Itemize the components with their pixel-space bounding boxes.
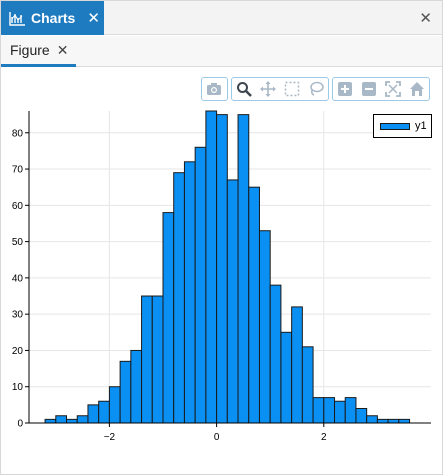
- modebar-group-view: [332, 77, 430, 101]
- histogram-bar: [398, 418, 411, 424]
- y-tick-label: 20: [12, 346, 24, 357]
- histogram-bar: [205, 110, 218, 424]
- x-tick-label: −2: [104, 432, 116, 443]
- histogram-bar: [237, 114, 250, 424]
- chart-icon: [9, 11, 25, 26]
- histogram-bar: [226, 179, 239, 424]
- histogram-bar: [269, 284, 282, 424]
- histogram-bar: [344, 397, 357, 424]
- y-tick-label: 10: [12, 382, 24, 393]
- tab-charts-close-icon[interactable]: ✕: [87, 9, 100, 27]
- pan-icon[interactable]: [256, 78, 280, 100]
- histogram-bar: [44, 418, 57, 424]
- histogram-bar: [87, 404, 100, 424]
- histogram-bar: [66, 418, 78, 424]
- histogram-bar: [173, 172, 185, 424]
- y-tick-label: 80: [12, 128, 24, 139]
- y-tick-label: 40: [12, 273, 24, 284]
- modebar-group-export: [201, 77, 228, 101]
- histogram-bar: [141, 295, 153, 424]
- histogram-bar: [280, 331, 293, 424]
- histogram-bar: [162, 212, 175, 424]
- y-tick-label: 50: [12, 237, 24, 248]
- histogram-bar: [108, 386, 121, 424]
- autoscale-icon[interactable]: [381, 78, 405, 100]
- y-tick-label: 70: [12, 165, 24, 176]
- histogram-bar: [312, 397, 325, 424]
- y-tick-label: 30: [12, 310, 24, 321]
- histogram-bar: [76, 415, 89, 424]
- histogram-bar: [98, 400, 110, 424]
- histogram-bar: [151, 295, 164, 424]
- camera-icon[interactable]: [202, 78, 226, 100]
- top-tab-bar: Charts ✕ ✕: [1, 1, 442, 35]
- figure-tab-bar: Figure ✕: [1, 36, 442, 67]
- histogram-bar: [119, 360, 132, 424]
- y-tick-label: 0: [17, 419, 23, 430]
- tab-figure[interactable]: Figure ✕: [1, 36, 76, 67]
- tab-charts[interactable]: Charts ✕: [1, 1, 104, 35]
- x-tick-label: 2: [321, 432, 327, 443]
- histogram-bar: [55, 415, 68, 424]
- histogram-bar: [194, 146, 207, 424]
- tab-figure-label: Figure: [10, 42, 50, 58]
- legend-swatch-y1: [380, 122, 410, 130]
- modebar-group-navigate: [231, 77, 329, 101]
- histogram-bar: [248, 186, 260, 424]
- histogram-bar: [291, 306, 303, 424]
- histogram-bar: [216, 114, 228, 424]
- x-tick-label: 0: [214, 432, 220, 443]
- window-close-icon[interactable]: ✕: [419, 10, 432, 27]
- lasso-select-icon[interactable]: [304, 78, 328, 100]
- zoom-icon[interactable]: [232, 78, 256, 100]
- tab-charts-label: Charts: [31, 10, 76, 26]
- histogram-bar: [366, 415, 378, 424]
- box-select-icon[interactable]: [280, 78, 304, 100]
- zoom-out-icon[interactable]: [357, 78, 381, 100]
- histogram-bar: [323, 397, 336, 424]
- legend-label-y1: y1: [415, 120, 427, 132]
- histogram-bar: [387, 418, 400, 424]
- zoom-in-icon[interactable]: [333, 78, 357, 100]
- histogram-bar: [130, 349, 143, 424]
- histogram-bar: [258, 230, 271, 424]
- y-tick-label: 60: [12, 201, 24, 212]
- legend[interactable]: y1: [373, 114, 432, 138]
- histogram-bar: [301, 346, 314, 424]
- tab-figure-close-icon[interactable]: ✕: [56, 41, 69, 58]
- histogram-bar: [355, 407, 368, 424]
- histogram-bar: [376, 418, 389, 424]
- reset-axes-icon[interactable]: [405, 78, 429, 100]
- histogram-plot[interactable]: 0 10 20 30 40 50 60 70 80 −2 0 2: [1, 101, 442, 471]
- histogram-bar: [334, 400, 346, 424]
- histogram-bar: [183, 161, 196, 424]
